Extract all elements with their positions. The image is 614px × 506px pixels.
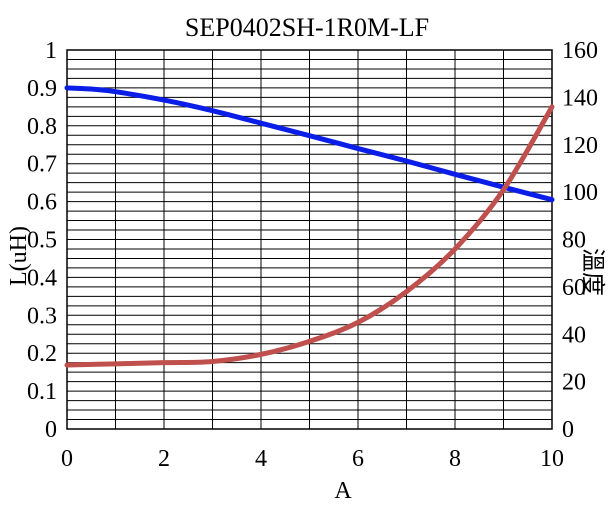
x-axis-label: A [334, 478, 352, 504]
y-tick-label-left: 0.8 [27, 114, 57, 140]
plot-area [66, 49, 553, 430]
x-tick-label: 2 [158, 446, 170, 472]
y-tick-label-left: 0.1 [27, 379, 57, 405]
y-tick-label-right: 60 [562, 275, 586, 301]
y-tick-label-right: 20 [562, 370, 586, 396]
y-tick-label-left: 1 [45, 38, 57, 64]
x-tick-label: 6 [352, 446, 364, 472]
y-tick-label-left: 0.7 [27, 152, 57, 178]
y-tick-label-right: 160 [562, 38, 598, 64]
x-tick-label: 4 [255, 446, 267, 472]
y-tick-label-right: 40 [562, 322, 586, 348]
y-tick-label-left: 0.5 [27, 228, 57, 254]
series-line-inductance [64, 85, 555, 203]
y-axis-label-left: L(uH) [6, 226, 32, 286]
y-tick-label-left: 0.6 [27, 190, 57, 216]
y-tick-label-right: 100 [562, 180, 598, 206]
y-tick-label-left: 0.4 [27, 265, 57, 291]
x-tick-label: 10 [540, 446, 564, 472]
series-line-temperature [64, 104, 555, 368]
chart-title: SEP0402SH-1R0M-LF [185, 13, 429, 42]
series-layer [64, 85, 555, 368]
y-tick-label-right: 80 [562, 228, 586, 254]
y-axis-label-right: 溫度 [579, 248, 606, 296]
x-tick-label: 8 [449, 446, 461, 472]
x-tick-label: 0 [61, 446, 73, 472]
y-tick-label-left: 0 [45, 417, 57, 443]
y-tick-label-left: 0.9 [27, 76, 57, 102]
y-tick-label-right: 0 [562, 417, 574, 443]
tick-labels: 0 2 4 6 8 1000.10.20.30.40.50.60.70.80.910204… [27, 38, 598, 472]
y-tick-label-left: 0.2 [27, 341, 57, 367]
y-tick-label-right: 140 [562, 85, 598, 111]
y-tick-label-left: 0.3 [27, 303, 57, 329]
grid-lines [67, 50, 552, 429]
y-tick-label-right: 120 [562, 133, 598, 159]
